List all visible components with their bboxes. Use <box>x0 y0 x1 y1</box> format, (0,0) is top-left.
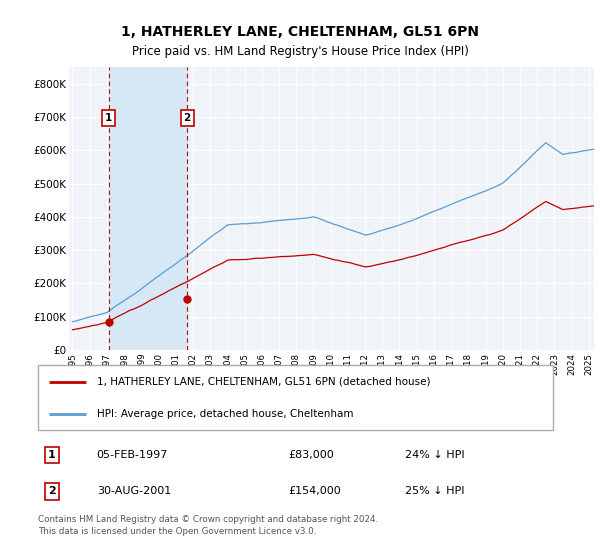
Text: 2: 2 <box>184 113 191 123</box>
Text: 05-FEB-1997: 05-FEB-1997 <box>97 450 168 460</box>
Text: 24% ↓ HPI: 24% ↓ HPI <box>404 450 464 460</box>
Text: £154,000: £154,000 <box>288 487 341 496</box>
Text: £83,000: £83,000 <box>288 450 334 460</box>
Text: HPI: Average price, detached house, Cheltenham: HPI: Average price, detached house, Chel… <box>97 409 353 419</box>
Bar <box>109 67 187 350</box>
Text: 2: 2 <box>48 487 55 496</box>
Text: 1: 1 <box>48 450 55 460</box>
Text: 1, HATHERLEY LANE, CHELTENHAM, GL51 6PN (detached house): 1, HATHERLEY LANE, CHELTENHAM, GL51 6PN … <box>97 376 430 386</box>
Text: 1, HATHERLEY LANE, CHELTENHAM, GL51 6PN: 1, HATHERLEY LANE, CHELTENHAM, GL51 6PN <box>121 25 479 39</box>
Text: 25% ↓ HPI: 25% ↓ HPI <box>404 487 464 496</box>
Text: 30-AUG-2001: 30-AUG-2001 <box>97 487 171 496</box>
Text: Contains HM Land Registry data © Crown copyright and database right 2024.
This d: Contains HM Land Registry data © Crown c… <box>38 515 379 536</box>
FancyBboxPatch shape <box>38 365 553 431</box>
Text: 1: 1 <box>105 113 112 123</box>
Text: Price paid vs. HM Land Registry's House Price Index (HPI): Price paid vs. HM Land Registry's House … <box>131 45 469 58</box>
